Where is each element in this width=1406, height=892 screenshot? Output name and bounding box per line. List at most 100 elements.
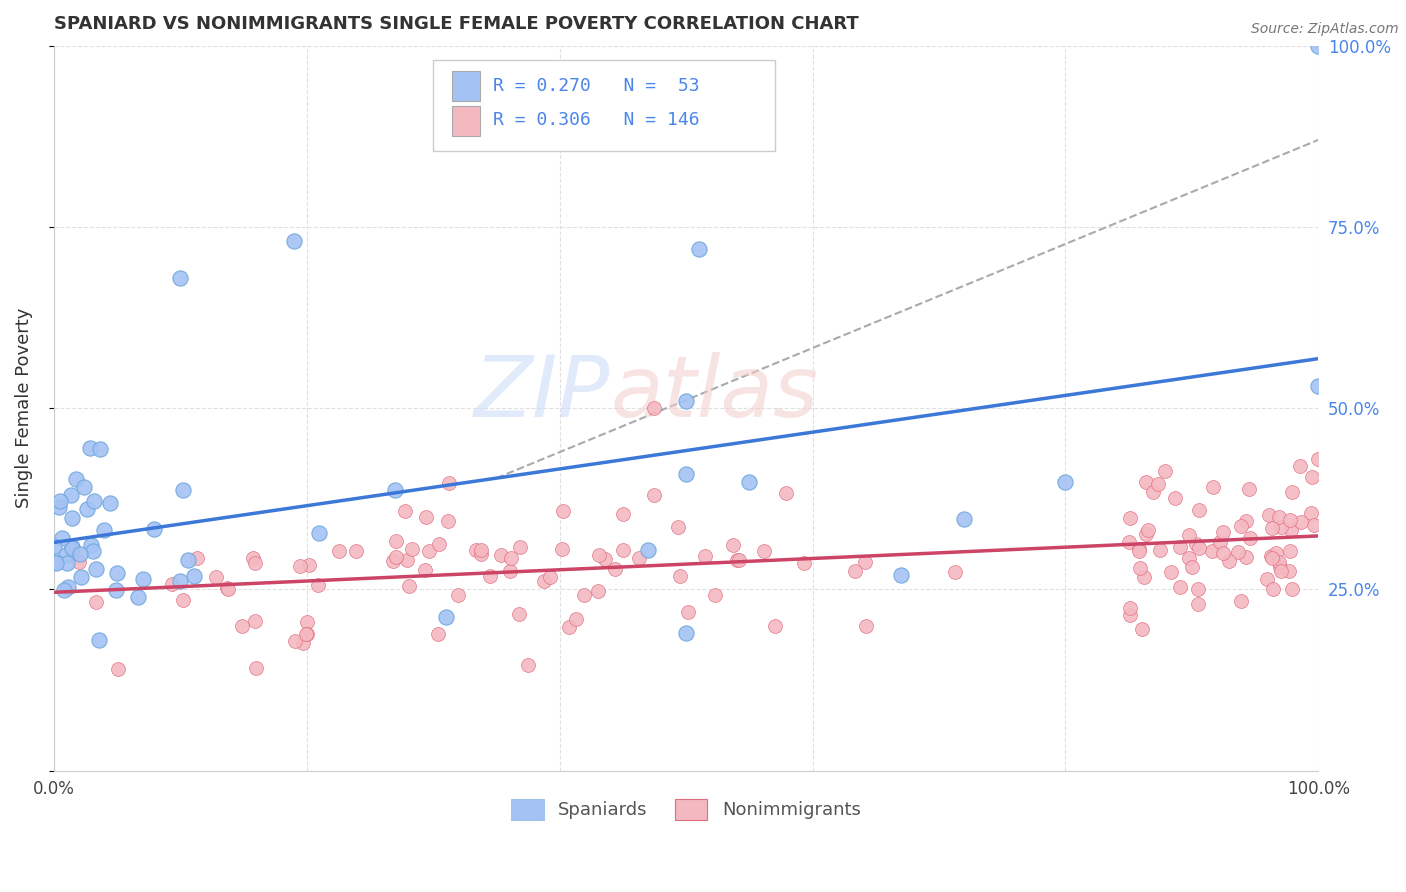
Point — [245, 556, 267, 570]
Point — [49, 493, 72, 508]
Point — [439, 475, 461, 490]
Point — [1181, 560, 1204, 574]
Point — [1142, 484, 1164, 499]
Point — [217, 582, 239, 596]
Point — [855, 618, 877, 632]
Point — [231, 618, 253, 632]
Point — [65, 472, 87, 486]
Point — [943, 565, 966, 579]
Point — [55, 548, 77, 562]
Point — [328, 543, 350, 558]
Point — [1187, 582, 1209, 596]
Point — [48, 500, 70, 515]
Text: R = 0.270   N =  53: R = 0.270 N = 53 — [492, 77, 699, 95]
Point — [1278, 564, 1301, 578]
Point — [765, 619, 787, 633]
Point — [56, 580, 79, 594]
Point — [489, 548, 512, 562]
Point — [427, 537, 450, 551]
Point — [551, 503, 574, 517]
Point — [172, 483, 194, 498]
Point — [1281, 484, 1303, 499]
Point — [73, 480, 96, 494]
Point — [890, 568, 912, 582]
Point — [464, 543, 486, 558]
Point — [1230, 519, 1253, 533]
Point — [676, 606, 699, 620]
Point — [44, 539, 66, 553]
Point — [1234, 550, 1257, 565]
Point — [1301, 506, 1323, 520]
Point — [1279, 513, 1302, 527]
Point — [1119, 607, 1142, 622]
Point — [242, 551, 264, 566]
Point — [1119, 511, 1142, 525]
Point — [953, 512, 976, 526]
Point — [1261, 551, 1284, 566]
Point — [593, 552, 616, 566]
Point — [1164, 491, 1187, 506]
Point — [725, 553, 748, 567]
Point — [1208, 535, 1230, 549]
Point — [1268, 510, 1291, 524]
Point — [1289, 515, 1312, 529]
Legend: Spaniards, Nonimmigrants: Spaniards, Nonimmigrants — [505, 791, 868, 827]
Point — [79, 442, 101, 456]
Point — [793, 556, 815, 570]
Point — [308, 526, 330, 541]
Point — [1130, 622, 1153, 636]
Point — [413, 563, 436, 577]
Point — [396, 553, 419, 567]
Point — [1308, 451, 1330, 466]
Point — [1187, 597, 1209, 611]
Point — [1160, 566, 1182, 580]
Point — [284, 634, 307, 648]
Text: atlas: atlas — [610, 352, 818, 435]
Point — [415, 509, 437, 524]
Point — [565, 611, 588, 625]
Point — [1146, 477, 1168, 491]
Point — [437, 514, 460, 528]
Point — [627, 551, 650, 566]
Point — [1177, 551, 1199, 566]
Point — [283, 235, 305, 249]
Point — [1302, 518, 1324, 533]
Point — [675, 626, 697, 640]
Point — [1261, 582, 1284, 597]
Point — [675, 467, 697, 481]
Point — [401, 541, 423, 556]
Point — [245, 661, 267, 675]
Point — [1136, 523, 1159, 537]
Point — [398, 579, 420, 593]
Point — [243, 614, 266, 628]
Point — [643, 401, 665, 416]
Point — [1154, 464, 1177, 478]
Point — [105, 583, 128, 598]
Text: Source: ZipAtlas.com: Source: ZipAtlas.com — [1251, 22, 1399, 37]
Point — [574, 588, 596, 602]
Point — [1268, 560, 1291, 574]
Point — [1229, 594, 1251, 608]
Point — [1168, 541, 1191, 555]
Point — [637, 542, 659, 557]
Point — [80, 537, 103, 551]
Point — [775, 486, 797, 500]
Point — [87, 633, 110, 648]
Point — [217, 582, 239, 596]
Point — [98, 496, 121, 510]
Point — [752, 544, 775, 558]
Point — [738, 475, 761, 490]
Point — [1129, 561, 1152, 575]
Point — [69, 547, 91, 561]
Point — [93, 523, 115, 537]
Point — [727, 553, 749, 567]
Point — [62, 540, 84, 554]
Point — [1279, 523, 1302, 537]
Point — [470, 547, 492, 561]
Point — [60, 511, 83, 525]
Point — [1054, 475, 1077, 489]
Point — [588, 548, 610, 562]
Point — [540, 570, 562, 584]
Point — [1226, 544, 1249, 558]
FancyBboxPatch shape — [453, 106, 479, 136]
